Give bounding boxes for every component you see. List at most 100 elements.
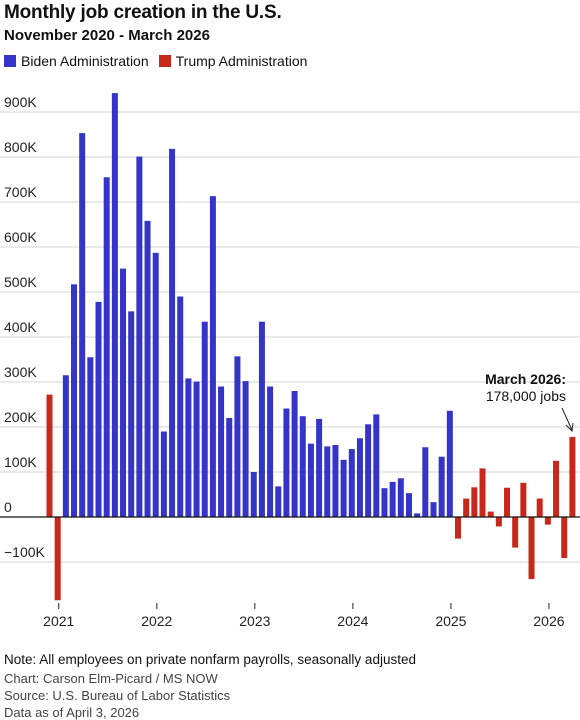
bar-2023-08 <box>316 418 323 517</box>
bar-2023-10 <box>332 445 339 517</box>
bar-2025-12 <box>544 517 551 525</box>
bar-2024-09 <box>422 447 429 517</box>
legend-swatch-trump <box>158 55 171 67</box>
bar-2023-04 <box>283 408 290 517</box>
bar-2025-03 <box>471 487 478 517</box>
y-tick-label: 700K <box>4 184 37 200</box>
bar-2023-02 <box>267 386 274 517</box>
footer-credit: Chart: Carson Elm-Picard / MS NOW <box>4 671 218 686</box>
footer-note: Note: All employees on private nonfarm p… <box>4 652 416 667</box>
bar-2021-06 <box>103 177 110 517</box>
bar-2025-07 <box>504 487 511 517</box>
bar-2023-07 <box>307 443 314 517</box>
bar-2021-04 <box>87 357 94 517</box>
y-tick-label: −100K <box>4 544 46 560</box>
legend-label-biden: Biden Administration <box>21 53 149 69</box>
x-tick-label: 2022 <box>141 613 172 629</box>
legend-item-biden: Biden Administration <box>4 53 149 69</box>
chart-title: Monthly job creation in the U.S. <box>4 2 282 23</box>
bar-2025-02 <box>463 498 470 517</box>
x-tick-label: 2023 <box>239 613 270 629</box>
bar-2021-08 <box>120 268 127 517</box>
bar-2025-10 <box>528 517 535 580</box>
legend-swatch-biden <box>4 55 16 67</box>
footer-as-of: Data as of April 3, 2026 <box>4 705 140 720</box>
bar-2022-12 <box>250 472 257 517</box>
bar-2025-11 <box>536 498 543 517</box>
bars-layer <box>46 93 576 601</box>
y-tick-label: 200K <box>4 409 37 425</box>
bar-2024-10 <box>430 502 437 517</box>
annotation-title: March 2026: <box>485 371 566 387</box>
y-tick-label: 600K <box>4 229 37 245</box>
annotation-layer: March 2026: 178,000 jobs <box>485 371 574 433</box>
y-tick-label: 800K <box>4 139 37 155</box>
bar-2020-12 <box>54 517 61 601</box>
bar-2022-11 <box>242 381 249 517</box>
bar-2024-07 <box>405 493 412 517</box>
bar-2025-01 <box>455 517 461 539</box>
legend-label-trump: Trump Administration <box>175 53 308 69</box>
bar-2024-04 <box>381 488 388 517</box>
bar-2021-02 <box>71 284 78 517</box>
bar-2025-05 <box>487 511 494 517</box>
bar-2023-11 <box>340 459 347 517</box>
y-tick-label: 400K <box>4 319 37 335</box>
x-tick-label: 2025 <box>435 613 466 629</box>
bar-2026-03 <box>569 436 576 517</box>
bar-2023-01 <box>258 321 265 517</box>
x-tick-label: 2026 <box>533 613 564 629</box>
x-tick-label: 2024 <box>337 613 368 629</box>
legend: Biden Administration Trump Administratio… <box>4 53 317 69</box>
bar-2021-12 <box>152 252 159 517</box>
bar-2022-09 <box>226 418 233 517</box>
bar-2024-01 <box>356 438 363 517</box>
bar-2022-01 <box>160 431 167 517</box>
bar-2024-05 <box>389 481 396 517</box>
bar-2022-03 <box>177 296 184 517</box>
bar-2024-02 <box>365 424 372 517</box>
annotation-text: 178,000 jobs <box>486 388 566 404</box>
bar-2025-08 <box>512 517 519 548</box>
bar-2024-12 <box>446 410 453 517</box>
bar-2025-09 <box>520 482 527 517</box>
bar-2026-02 <box>561 517 568 558</box>
y-tick-label: 0 <box>4 499 12 515</box>
axis-layer: −100K 0 100K 200K 300K 400K 500K 600K 700K 800K 90… <box>0 94 580 629</box>
bar-2021-01 <box>62 375 69 517</box>
bar-2022-07 <box>209 196 216 517</box>
annotation-arrow <box>561 407 573 431</box>
y-tick-label: 100K <box>4 454 37 470</box>
bar-chart: −100K 0 100K 200K 300K 400K 500K 600K 700K 800K 90… <box>0 93 580 629</box>
bar-2022-10 <box>234 356 241 517</box>
legend-item-trump: Trump Administration <box>158 53 308 69</box>
bar-2022-04 <box>185 378 192 517</box>
bar-2024-06 <box>397 478 404 517</box>
bar-2024-08 <box>414 513 421 517</box>
bar-2023-12 <box>348 449 355 517</box>
bar-2022-02 <box>169 148 176 517</box>
bar-2022-06 <box>201 321 208 517</box>
y-tick-label: 900K <box>4 94 37 110</box>
bar-2021-05 <box>95 301 102 517</box>
bar-2023-06 <box>299 416 306 517</box>
chart-subtitle: November 2020 - March 2026 <box>4 27 210 44</box>
bar-2021-10 <box>136 156 143 518</box>
y-tick-label: 300K <box>4 364 37 380</box>
x-tick-label: 2021 <box>43 613 74 629</box>
bar-2021-03 <box>79 133 86 517</box>
bar-2025-04 <box>479 468 486 517</box>
bar-2026-01 <box>553 460 560 517</box>
y-tick-label: 500K <box>4 274 37 290</box>
bar-2021-09 <box>128 311 135 517</box>
bar-2021-11 <box>144 220 151 517</box>
bar-2022-08 <box>218 386 225 517</box>
bar-2021-07 <box>111 93 118 517</box>
bar-2025-06 <box>495 517 502 527</box>
bar-2023-03 <box>275 486 282 517</box>
grid-layer <box>0 111 580 563</box>
bar-2023-05 <box>291 391 298 517</box>
annotation-arrow-head <box>565 422 574 433</box>
bar-2022-05 <box>193 381 200 517</box>
